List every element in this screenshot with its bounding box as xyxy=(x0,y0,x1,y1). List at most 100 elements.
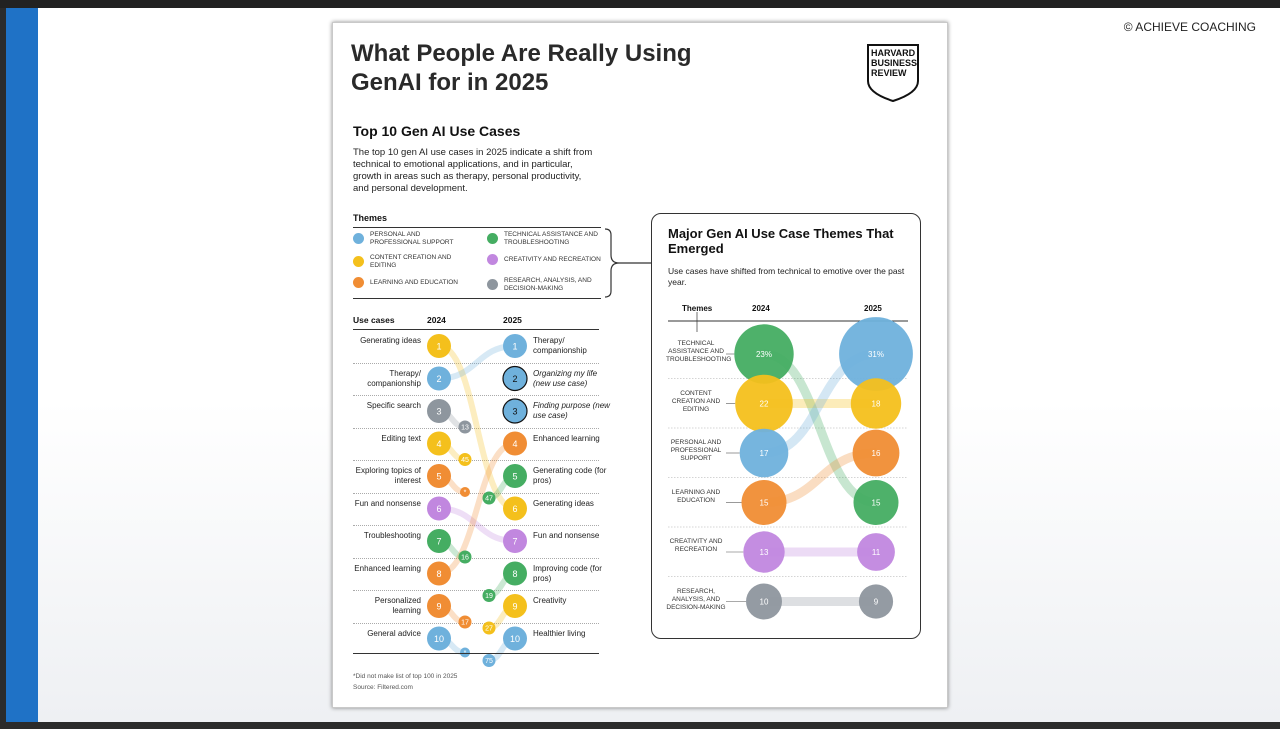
rank-dot-2024 xyxy=(427,496,451,521)
use-case-2025: Fun and nonsense xyxy=(533,531,600,540)
rank-dot-2024 xyxy=(427,334,451,358)
legend-dot-creativity xyxy=(487,254,498,265)
use-case-2025: Creativity xyxy=(533,596,567,605)
prior-rank-badge xyxy=(482,589,496,602)
rank-dot-2025 xyxy=(503,431,527,456)
rank-dot-2025 xyxy=(503,561,527,586)
prior-rank-badge xyxy=(458,453,472,466)
bubble-2025 xyxy=(858,584,894,619)
prior-rank-badge xyxy=(458,420,472,434)
bubble-2024 xyxy=(743,531,785,573)
bubble-value-2024: 22 xyxy=(760,400,769,409)
themes-panel-subtitle: Use cases have shifted from technical to… xyxy=(668,266,905,287)
rank-number-2025: 4 xyxy=(512,439,517,449)
rank-dot-2025 xyxy=(502,398,528,424)
logo-line-2: BUSINESS xyxy=(871,58,917,68)
legend-item-research: RESEARCH, ANALYSIS, AND DECISION-MAKING xyxy=(487,277,605,292)
rank-number-2025: 2 xyxy=(512,374,517,384)
bubble-value-2024: 13 xyxy=(760,548,769,557)
table-top-rule xyxy=(353,329,599,330)
prior-rank-value: 45 xyxy=(461,457,469,464)
logo-line-3: REVIEW xyxy=(871,68,907,78)
bubble-2025 xyxy=(839,317,913,391)
legend-label: CONTENT CREATION AND EDITING xyxy=(370,254,452,269)
prior-rank-badge xyxy=(482,621,496,635)
legend-label: LEARNING AND EDUCATION xyxy=(370,278,459,286)
bubble-2024 xyxy=(739,428,789,478)
rank-number-2024: 8 xyxy=(436,569,441,579)
bubble-value-2024: 17 xyxy=(760,449,769,458)
use-case-2025: Generating code (for pros) xyxy=(533,466,607,485)
use-case-2024: Fun and nonsense xyxy=(354,498,421,508)
prior-rank-value: * xyxy=(464,490,467,497)
rank-number-2024: 6 xyxy=(436,504,441,514)
slide-title: What People Are Really Using GenAI for i… xyxy=(351,40,692,96)
rank-dot-2025 xyxy=(503,464,527,488)
prior-rank-value: 13 xyxy=(461,425,469,432)
rank-dot-2024 xyxy=(427,529,451,553)
row-divider xyxy=(353,590,599,591)
col-2025: 2025 xyxy=(503,315,522,325)
accent-bar xyxy=(6,8,38,722)
themes-label: Themes xyxy=(353,213,388,223)
use-case-2024: Enhanced learning xyxy=(354,563,421,573)
rank-number-2024: 10 xyxy=(434,634,444,644)
rank-number-2025: 1 xyxy=(512,342,517,352)
bubble-value-2025: 11 xyxy=(872,548,881,557)
rank-number-2025: 3 xyxy=(512,407,517,417)
legend-item-technical: TECHNICAL ASSISTANCE AND TROUBLESHOOTING xyxy=(487,231,605,246)
prior-rank-badge xyxy=(458,615,472,629)
bubble-value-2025: 16 xyxy=(872,449,881,458)
use-case-2025: Enhanced learning xyxy=(533,433,600,443)
use-case-2024: Generating ideas xyxy=(360,336,421,345)
bubble-2025 xyxy=(857,533,895,571)
col-themes: Themes xyxy=(682,304,713,313)
use-case-2025: Therapy/ companionship xyxy=(533,336,587,355)
prior-rank-badge xyxy=(482,491,496,505)
footnote: *Did not make list of top 100 in 2025 xyxy=(353,673,458,680)
bubble-value-2024: 23% xyxy=(756,350,772,359)
bubble-value-2024: 15 xyxy=(760,499,769,508)
rank-dot-2024 xyxy=(427,366,451,391)
theme-label: TECHNICAL ASSISTANCE AND TROUBLESHOOTING xyxy=(666,340,732,363)
legend-label: PERSONAL AND PROFESSIONAL SUPPORT xyxy=(370,231,454,246)
use-case-2025: Improving code (for pros) xyxy=(533,563,602,583)
theme-label: CONTENT CREATION AND EDITING xyxy=(671,389,721,413)
row-divider xyxy=(353,427,599,429)
legend-bracket xyxy=(604,228,651,298)
prior-rank-value: 75 xyxy=(485,658,493,665)
col-2024-themes: 2024 xyxy=(752,304,770,313)
bubble-value-2024: 10 xyxy=(760,598,769,607)
theme-label: PERSONAL AND PROFESSIONAL SUPPORT xyxy=(670,439,722,462)
row-divider xyxy=(353,362,599,364)
theme-label: CREATIVITY AND RECREATION xyxy=(669,538,723,553)
col-2025-themes: 2025 xyxy=(864,304,882,313)
use-case-2024: Personalized learning xyxy=(374,596,421,615)
themes-legend: PERSONAL AND PROFESSIONAL SUPPORT TECHNIC… xyxy=(353,227,601,299)
rank-link xyxy=(438,440,516,577)
legend-dot-content xyxy=(353,256,364,267)
rank-dot-2024 xyxy=(427,464,451,488)
intro-text: The top 10 gen AI use cases in 2025 indi… xyxy=(353,147,593,194)
bubble-2024 xyxy=(746,583,782,620)
slide: © ACHIEVE COACHING What People Are Reall… xyxy=(6,8,1280,722)
rank-dot-2025 xyxy=(503,626,527,651)
bubble-value-2025: 18 xyxy=(872,400,881,409)
rank-link xyxy=(438,343,516,512)
prior-rank-value: 17 xyxy=(461,620,469,627)
bubble-value-2025: 9 xyxy=(874,598,879,607)
copyright-text: © ACHIEVE COACHING xyxy=(1123,20,1256,34)
bubble-2024 xyxy=(735,374,793,433)
use-case-2024: General advice xyxy=(367,628,421,638)
hbr-logo: HARVARD BUSINESS REVIEW xyxy=(867,44,919,103)
use-case-2024: Exploring topics of interest xyxy=(355,466,421,485)
prior-rank-badge xyxy=(458,550,472,564)
legend-item-content: CONTENT CREATION AND EDITING xyxy=(353,254,471,269)
row-divider xyxy=(353,492,599,494)
rank-number-2025: 8 xyxy=(512,569,517,579)
rank-number-2024: 4 xyxy=(436,439,441,449)
bubble-value-2025: 15 xyxy=(872,499,881,508)
theme-label: RESEARCH, ANALYSIS, AND DECISION-MAKING xyxy=(666,587,726,611)
rank-links xyxy=(438,343,516,664)
